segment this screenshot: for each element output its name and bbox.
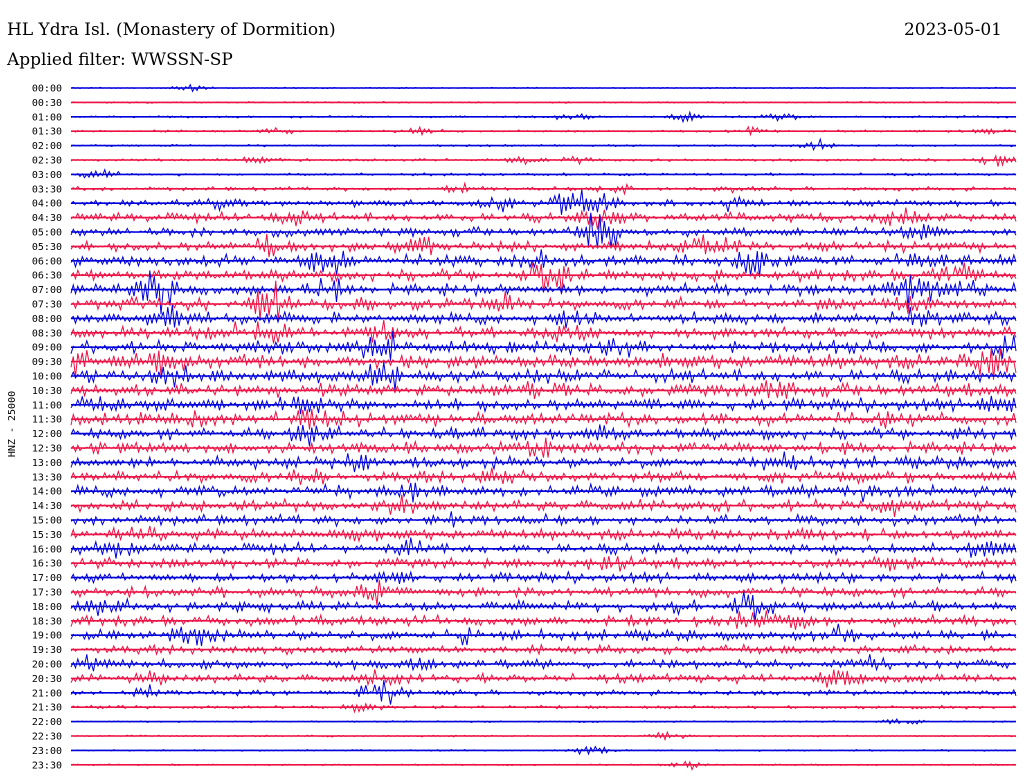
tick-label: 11:30 [32, 415, 62, 426]
tick-label: 06:30 [32, 271, 62, 282]
tick-label: 07:00 [32, 285, 62, 296]
tick-label: 11:00 [32, 400, 62, 411]
tick-label: 07:30 [32, 300, 62, 311]
tick-label: 19:30 [32, 645, 62, 656]
tick-label: 14:00 [32, 487, 62, 498]
tick-label: 00:00 [32, 84, 62, 95]
tick-label: 04:00 [32, 199, 62, 210]
tick-label: 22:00 [32, 717, 62, 728]
tick-label: 04:30 [32, 213, 62, 224]
tick-label: 23:00 [32, 746, 62, 757]
tick-label: 17:30 [32, 588, 62, 599]
trace-line [70, 137, 1017, 152]
trace-line [70, 654, 1017, 672]
trace-line [70, 189, 1017, 215]
trace-line [70, 482, 1017, 503]
trace-line [70, 212, 1017, 249]
date-label: 2023-05-01 [903, 20, 1002, 40]
tick-label: 09:00 [32, 343, 62, 354]
trace-line [70, 249, 1017, 278]
tick-label: 22:30 [32, 732, 62, 743]
tick-label: 16:30 [32, 559, 62, 570]
tick-label: 06:00 [32, 256, 62, 267]
trace-line [70, 233, 1017, 258]
tick-label: 13:30 [32, 472, 62, 483]
chart-title: HL Ydra Isl. (Monastery of Dormition) [7, 20, 336, 40]
trace-line [70, 330, 1017, 361]
tick-label: 12:00 [32, 429, 62, 440]
tick-label: 15:30 [32, 530, 62, 541]
trace-line [70, 347, 1017, 380]
trace-line [70, 610, 1017, 630]
tick-label: 00:30 [32, 98, 62, 109]
tick-label: 15:00 [32, 516, 62, 527]
trace-line [70, 570, 1017, 585]
tick-label: 12:30 [32, 444, 62, 455]
tick-label: 21:00 [32, 688, 62, 699]
traces-group [70, 83, 1017, 772]
filter-label: Applied filter: WWSSN-SP [7, 50, 233, 70]
tick-label: 08:30 [32, 328, 62, 339]
trace-line [70, 623, 1017, 647]
trace-line [70, 642, 1017, 656]
trace-line [70, 424, 1017, 447]
tick-label: 02:30 [32, 156, 62, 167]
tick-label: 14:30 [32, 501, 62, 512]
tick-label: 09:30 [32, 357, 62, 368]
tick-label: 10:00 [32, 372, 62, 383]
tick-label: 01:30 [32, 127, 62, 138]
trace-line [70, 207, 1017, 230]
trace-line [70, 380, 1017, 400]
trace-line [70, 181, 1017, 196]
tick-label: 03:30 [32, 184, 62, 195]
tick-label: 05:00 [32, 228, 62, 239]
trace-line [70, 437, 1017, 458]
tick-label: 21:30 [32, 703, 62, 714]
tick-label: 05:30 [32, 242, 62, 253]
tick-label: 20:00 [32, 660, 62, 671]
tick-label: 17:00 [32, 573, 62, 584]
trace-line [70, 154, 1017, 167]
tick-label: 01:00 [32, 112, 62, 123]
trace-line [70, 451, 1017, 473]
tick-label: 03:00 [32, 170, 62, 181]
trace-line [70, 511, 1017, 528]
trace-line [70, 395, 1017, 415]
tick-label: 18:00 [32, 602, 62, 613]
trace-line [70, 669, 1017, 688]
trace-line [70, 361, 1017, 391]
tick-label: 02:00 [32, 141, 62, 152]
tick-label: 16:00 [32, 544, 62, 555]
trace-line [70, 319, 1017, 344]
tick-label: 19:00 [32, 631, 62, 642]
y-axis-label: HNZ - 25000 [7, 391, 18, 457]
tick-label: 20:30 [32, 674, 62, 685]
tick-label: 13:00 [32, 458, 62, 469]
tick-label: 10:30 [32, 386, 62, 397]
tick-label: 23:30 [32, 760, 62, 771]
tick-label: 18:30 [32, 616, 62, 627]
tick-label: 08:00 [32, 314, 62, 325]
time-tick-labels: 00:00 00:30 01:00 01:30 02:00 02:30 03:00 03:30… [32, 84, 62, 772]
